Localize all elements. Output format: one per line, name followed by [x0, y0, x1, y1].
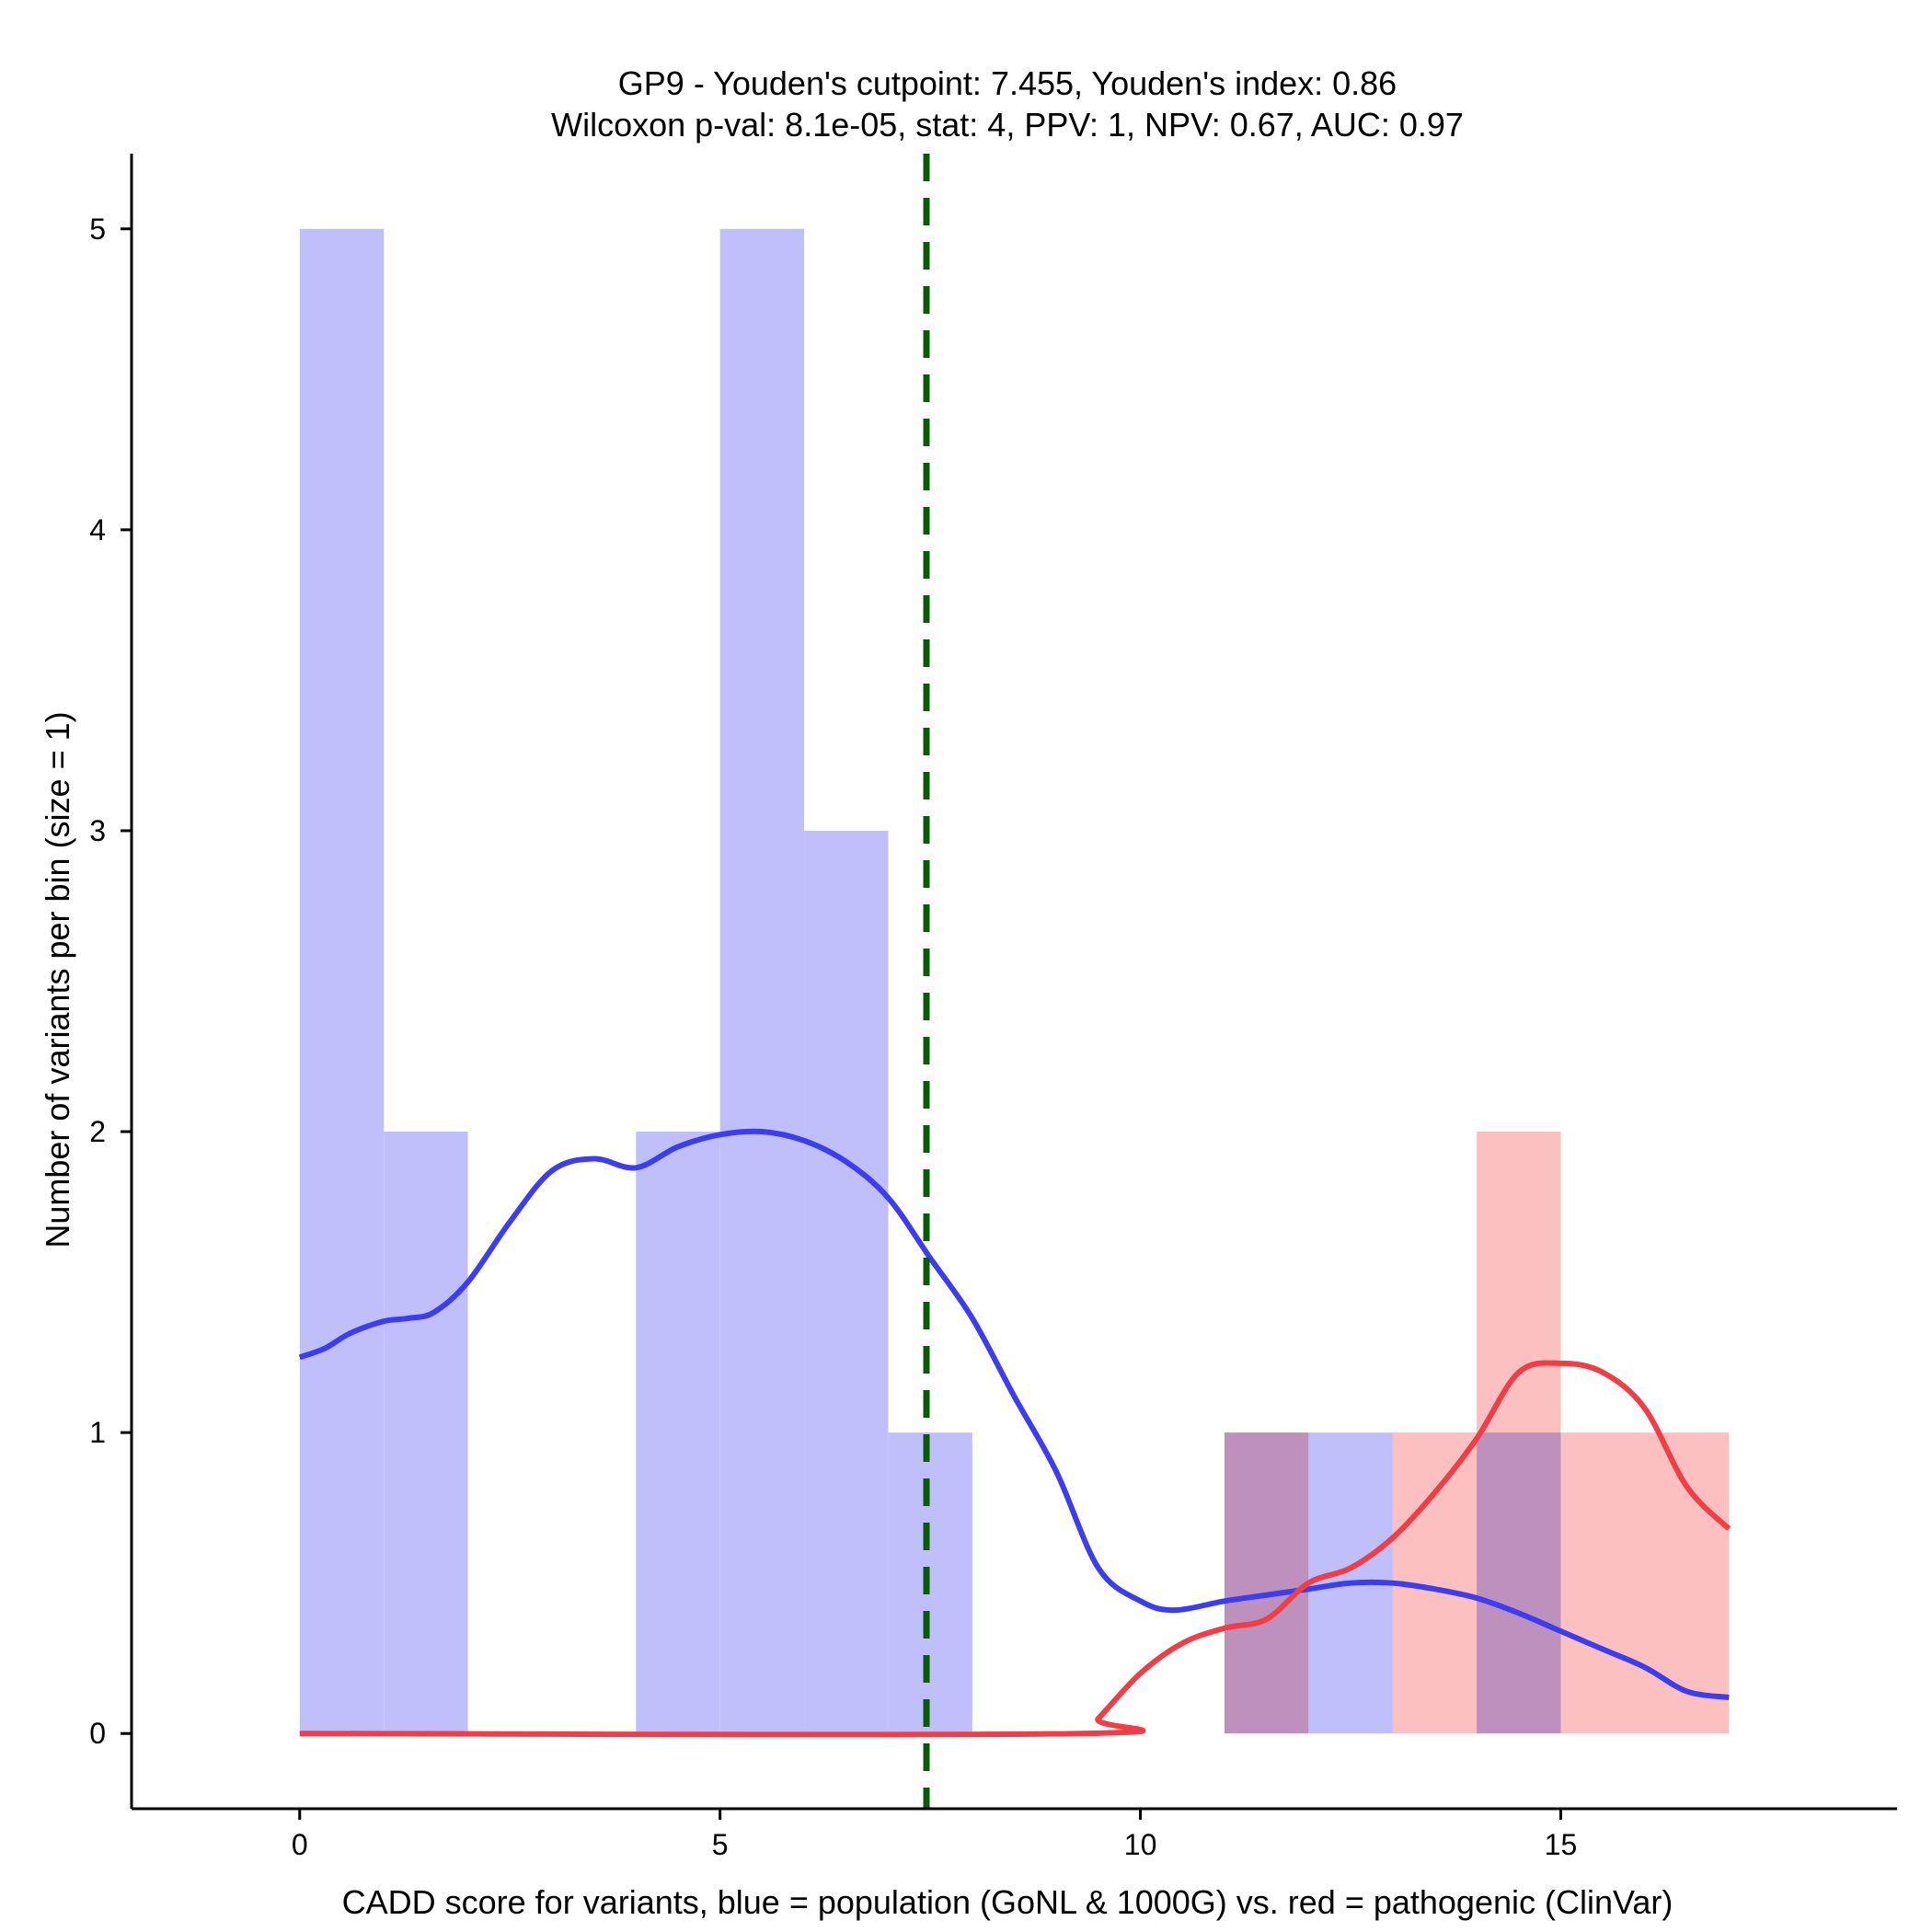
x-tick-label: 15 [1545, 1828, 1578, 1861]
x-tick-label: 10 [1124, 1828, 1157, 1861]
population-bar [636, 1132, 720, 1734]
y-axis-label: Number of variants per bin (size = 1) [39, 711, 76, 1248]
y-tick-label: 2 [89, 1115, 106, 1148]
population-bar [384, 1132, 468, 1734]
pathogenic-bar [1477, 1132, 1561, 1734]
population-bar [888, 1432, 972, 1734]
population-bar [719, 228, 805, 1734]
density-curves [298, 154, 1731, 1809]
y-tick-label: 1 [89, 1416, 106, 1449]
axes: 0 5 10 15 0 1 2 3 4 5 [89, 154, 1897, 1861]
chart-title-line2: Wilcoxon p-val: 8.1e-05, stat: 4, PPV: 1… [551, 106, 1464, 144]
pathogenic-bar [1224, 1432, 1309, 1734]
y-tick-label: 3 [89, 814, 106, 847]
pathogenic-bar [1560, 1432, 1645, 1734]
x-tick-label: 5 [712, 1828, 729, 1861]
y-tick-label: 0 [89, 1717, 106, 1750]
histogram-bars [299, 228, 1730, 1734]
population-density-line [298, 1128, 1730, 1700]
pathogenic-bar [1644, 1432, 1730, 1734]
x-axis-label: CADD score for variants, blue = populati… [342, 1883, 1673, 1921]
x-tick-label: 0 [292, 1828, 308, 1861]
y-tick-label: 4 [89, 513, 106, 546]
population-bar [804, 830, 889, 1734]
chart-title-line1: GP9 - Youden's cutpoint: 7.455, Youden's… [618, 64, 1397, 102]
y-tick-label: 5 [89, 213, 106, 246]
pathogenic-density-line [299, 1360, 1731, 1738]
population-bar [299, 228, 385, 1734]
